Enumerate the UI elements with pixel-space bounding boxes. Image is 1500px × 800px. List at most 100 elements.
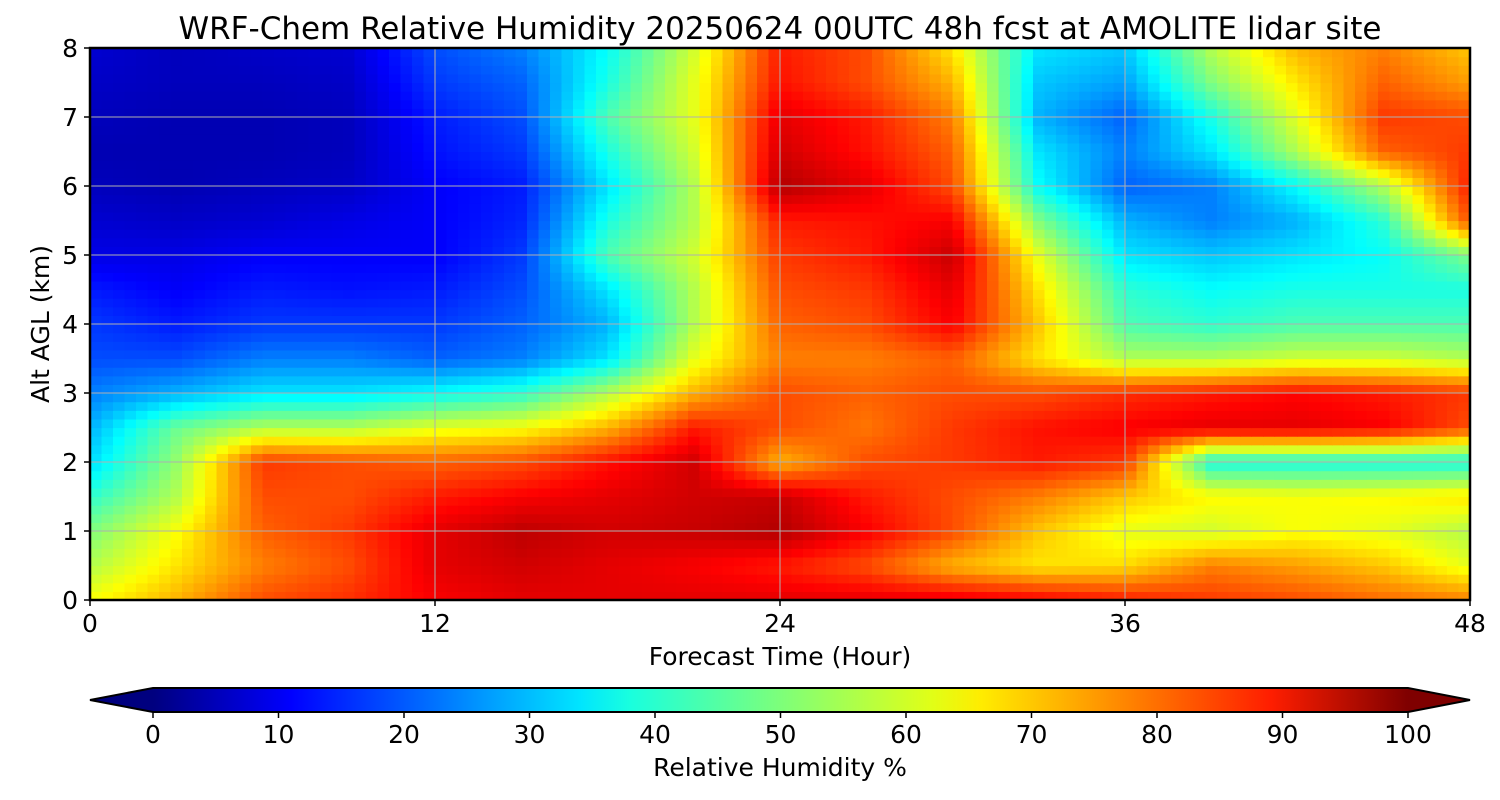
heatmap-cell xyxy=(1171,306,1184,316)
heatmap-cell xyxy=(918,280,931,291)
heatmap-cell xyxy=(895,246,908,256)
heatmap-cell xyxy=(1148,522,1161,532)
heatmap-cell xyxy=(987,539,1000,549)
heatmap-cell xyxy=(1366,367,1379,377)
heatmap-cell xyxy=(1401,341,1414,351)
heatmap-cell xyxy=(1228,263,1241,273)
heatmap-cell xyxy=(860,375,873,385)
heatmap-cell xyxy=(711,505,724,515)
heatmap-cell xyxy=(1136,401,1149,411)
heatmap-cell xyxy=(1274,324,1287,334)
heatmap-cell xyxy=(216,591,229,600)
heatmap-cell xyxy=(170,393,183,403)
heatmap-cell xyxy=(1401,591,1414,600)
heatmap-cell xyxy=(285,410,298,420)
heatmap-cell xyxy=(837,315,850,325)
heatmap-cell xyxy=(90,246,103,256)
heatmap-cell xyxy=(308,574,321,584)
heatmap-cell xyxy=(1067,582,1080,592)
heatmap-cell xyxy=(297,341,310,351)
heatmap-cell xyxy=(400,436,413,446)
heatmap-cell xyxy=(124,341,137,351)
heatmap-cell xyxy=(1378,496,1391,506)
heatmap-cell xyxy=(1217,375,1230,385)
heatmap-cell xyxy=(883,237,896,247)
heatmap-cell xyxy=(366,487,379,498)
heatmap-cell xyxy=(515,384,528,394)
heatmap-cell xyxy=(1205,522,1218,532)
heatmap-cell xyxy=(205,306,218,316)
heatmap-cell xyxy=(1102,591,1115,600)
heatmap-cell xyxy=(469,280,482,291)
heatmap-cell xyxy=(1205,548,1218,558)
heatmap-cell xyxy=(1125,505,1138,515)
heatmap-cell xyxy=(515,401,528,411)
heatmap-cell xyxy=(343,306,356,316)
heatmap-cell xyxy=(791,522,804,532)
heatmap-cell xyxy=(1033,487,1046,498)
heatmap-cell xyxy=(1171,462,1184,472)
heatmap-cell xyxy=(228,591,241,600)
heatmap-cell xyxy=(998,289,1011,299)
heatmap-cell xyxy=(216,280,229,291)
heatmap-cell xyxy=(1194,453,1207,463)
heatmap-cell xyxy=(458,255,471,265)
heatmap-cell xyxy=(1389,367,1402,377)
heatmap-cell xyxy=(1389,280,1402,291)
heatmap-cell xyxy=(619,574,632,584)
heatmap-cell xyxy=(239,531,252,541)
heatmap-cell xyxy=(1343,427,1356,437)
heatmap-cell xyxy=(1113,496,1126,506)
heatmap-cell xyxy=(906,444,919,454)
heatmap-cell xyxy=(297,565,310,575)
heatmap-cell xyxy=(1401,565,1414,575)
heatmap-cell xyxy=(366,539,379,549)
heatmap-cell xyxy=(469,591,482,600)
heatmap-cell xyxy=(469,548,482,558)
heatmap-cell xyxy=(1263,255,1276,265)
heatmap-cell xyxy=(159,315,172,325)
heatmap-cell xyxy=(1355,522,1368,532)
heatmap-cell xyxy=(136,522,149,532)
heatmap-cell xyxy=(561,289,574,299)
heatmap-cell xyxy=(320,496,333,506)
heatmap-cell xyxy=(1297,358,1310,368)
heatmap-cell xyxy=(630,332,643,342)
heatmap-cell xyxy=(1447,487,1460,498)
heatmap-cell xyxy=(918,410,931,420)
heatmap-cell xyxy=(308,246,321,256)
heatmap-cell xyxy=(975,298,988,308)
heatmap-cell xyxy=(205,410,218,420)
heatmap-cell xyxy=(1458,479,1470,489)
heatmap-cell xyxy=(515,436,528,446)
heatmap-cell xyxy=(343,496,356,506)
heatmap-cell xyxy=(1435,531,1448,541)
heatmap-cell xyxy=(1435,246,1448,256)
heatmap-cell xyxy=(711,401,724,411)
heatmap-cell xyxy=(711,513,724,523)
heatmap-cell xyxy=(584,324,597,334)
heatmap-cell xyxy=(527,410,540,420)
heatmap-cell xyxy=(676,427,689,437)
heatmap-cell xyxy=(320,375,333,385)
heatmap-cell xyxy=(550,436,563,446)
heatmap-cell xyxy=(906,324,919,334)
heatmap-cell xyxy=(1332,539,1345,549)
heatmap-cell xyxy=(1458,358,1470,368)
heatmap-cell xyxy=(780,548,793,558)
heatmap-cell xyxy=(929,522,942,532)
heatmap-cell xyxy=(757,237,770,247)
heatmap-cell xyxy=(1401,470,1414,480)
heatmap-cell xyxy=(699,436,712,446)
heatmap-cell xyxy=(1320,332,1333,342)
heatmap-cell xyxy=(676,444,689,454)
heatmap-cell xyxy=(458,263,471,273)
heatmap-cell xyxy=(1251,522,1264,532)
heatmap-cell xyxy=(676,582,689,592)
heatmap-cell xyxy=(1021,341,1034,351)
heatmap-cell xyxy=(515,298,528,308)
heatmap-cell xyxy=(1090,384,1103,394)
heatmap-cell xyxy=(895,505,908,515)
heatmap-cell xyxy=(193,255,206,265)
heatmap-cell xyxy=(170,341,183,351)
